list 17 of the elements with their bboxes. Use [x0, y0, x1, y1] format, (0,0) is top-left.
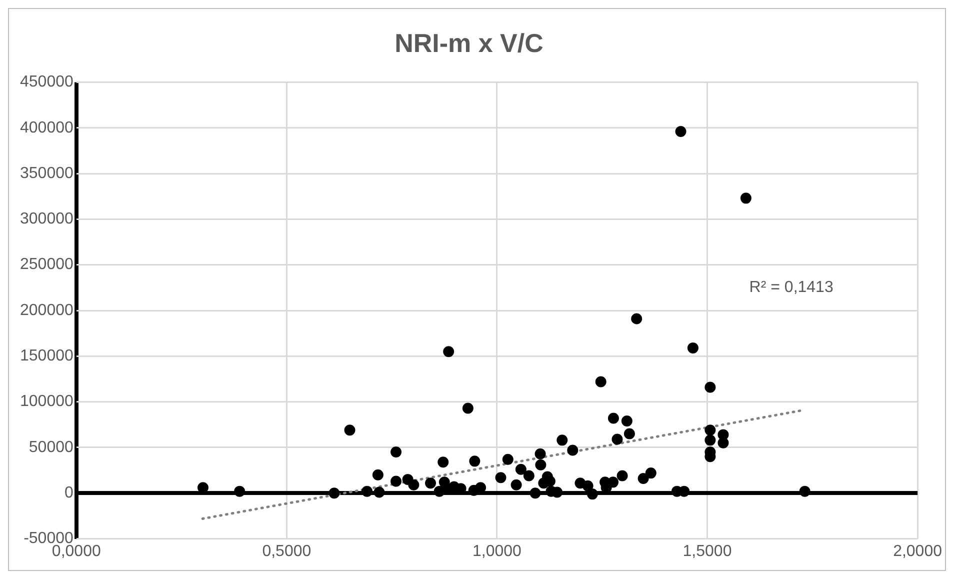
- chart-title: NRI-m x V/C: [394, 28, 544, 58]
- y-tick-label: 450000: [20, 74, 74, 91]
- x-tick-label: 0,5000: [262, 542, 312, 560]
- x-tick-label: 1,0000: [472, 542, 522, 560]
- y-tick-label: 150000: [20, 348, 74, 365]
- x-tick-label: 1,5000: [682, 542, 732, 560]
- x-tick-label: 0,0000: [52, 542, 101, 560]
- y-tick-label: 350000: [20, 164, 74, 182]
- y-tick-label: 200000: [20, 302, 74, 319]
- y-tick-label: 100000: [20, 393, 74, 410]
- y-tick-label: 0: [64, 484, 74, 502]
- y-tick-label: 50000: [28, 438, 74, 456]
- x-tick-label: 2,0000: [893, 542, 942, 560]
- y-tick-label: 250000: [20, 256, 74, 274]
- y-tick-label: 400000: [20, 119, 74, 136]
- annotation: R² = 0,1413: [749, 279, 834, 296]
- y-tick-label: 300000: [20, 210, 74, 228]
